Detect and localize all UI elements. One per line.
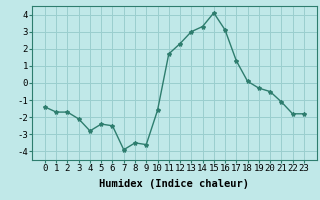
X-axis label: Humidex (Indice chaleur): Humidex (Indice chaleur) <box>100 179 249 189</box>
